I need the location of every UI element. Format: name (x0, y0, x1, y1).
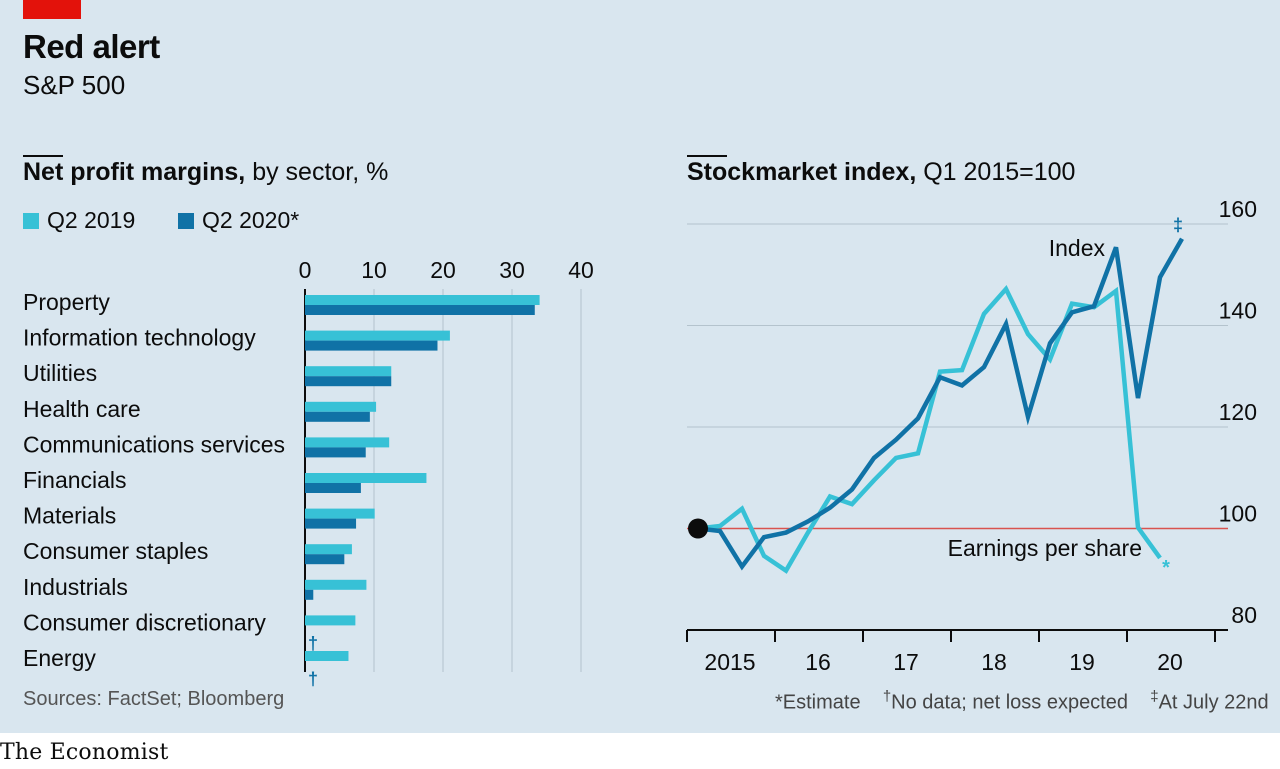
line-y-tick-label: 120 (1219, 399, 1257, 425)
economist-logo: The Economist (0, 740, 169, 765)
bar-q2-2019 (305, 437, 390, 448)
bar-q2-2019 (305, 544, 352, 555)
bar-category-label: Communications services (23, 431, 285, 457)
bar-category-label: Information technology (23, 325, 256, 351)
bar-x-tick-label: 30 (499, 257, 525, 283)
index-series-label: Index (1049, 235, 1106, 261)
right-heading-rest: Q1 2015=100 (916, 158, 1076, 186)
legend-swatch-dark (178, 212, 194, 229)
left-heading-bold: Net profit margins, (23, 158, 246, 186)
note-nodata-mark: † (882, 688, 892, 705)
bar-category-label: Financials (23, 467, 127, 493)
bar-category-label: Energy (23, 645, 96, 671)
chart-panel (0, 0, 1280, 733)
bar-q2-2020 (305, 554, 345, 565)
bar-x-tick-label: 40 (568, 257, 594, 283)
bar-category-label: Property (23, 289, 110, 315)
index-end-marker: ‡ (1173, 215, 1183, 235)
chart-title: Red alert (23, 28, 160, 65)
bar-category-label: Materials (23, 503, 116, 529)
line-x-tick-label: 16 (805, 649, 831, 675)
footnotes: *Estimate †No data; net loss expected ‡A… (775, 688, 1269, 715)
bar-q2-2020 (305, 518, 357, 529)
bar-q2-2020 (305, 340, 438, 351)
left-heading-rule (23, 155, 63, 157)
bar-q2-2019 (305, 401, 377, 412)
bar-q2-2020 (305, 589, 314, 600)
bar-category-label: Consumer discretionary (23, 609, 266, 635)
bar-x-tick-label: 0 (299, 257, 312, 283)
bar-q2-2019 (305, 473, 427, 483)
note-estimate: *Estimate (775, 691, 861, 714)
bar-q2-2019 (305, 508, 375, 519)
line-y-tick-label: 80 (1231, 602, 1257, 628)
bar-q2-2019 (305, 330, 450, 341)
sources-note: Sources: FactSet; Bloomberg (23, 688, 285, 710)
legend-label-q2-2020: Q2 2020* (202, 207, 300, 233)
note-nodata: No data; net loss expected (891, 691, 1128, 714)
right-heading-rule (687, 155, 727, 157)
bar-category-label: Consumer staples (23, 538, 208, 564)
bar-q2-2019 (305, 615, 356, 626)
bar-x-tick-label: 10 (361, 257, 387, 283)
legend-q2-2019: Q2 2019 (23, 207, 135, 234)
bar-x-tick-label: 20 (430, 257, 456, 283)
bar-no-data-marker: † (308, 669, 318, 689)
legend-swatch-light (23, 212, 39, 229)
legend-label-q2-2019: Q2 2019 (47, 207, 136, 233)
earnings-per-share-line (697, 284, 1162, 574)
bar-category-label: Utilities (23, 360, 97, 386)
bar-no-data-marker: † (308, 633, 318, 653)
right-chart-heading: Stockmarket index, Q1 2015=100 (687, 158, 1075, 187)
line-y-tick-label: 100 (1219, 501, 1257, 527)
bar-q2-2020 (305, 305, 535, 315)
chart-subtitle: S&P 500 (23, 70, 126, 100)
bar-q2-2020 (305, 411, 370, 422)
bar-q2-2020 (305, 376, 392, 387)
line-y-tick-label: 140 (1219, 298, 1257, 324)
line-x-tick-label: 2015 (704, 649, 755, 675)
bar-q2-2019 (305, 295, 540, 305)
line-y-tick-label: 160 (1219, 196, 1257, 222)
line-x-tick-label: 17 (893, 649, 919, 675)
legend-q2-2020: Q2 2020* (178, 207, 299, 234)
note-date: At July 22nd (1158, 691, 1269, 714)
line-x-tick-label: 19 (1069, 649, 1095, 675)
index-line (697, 237, 1184, 571)
eps-end-marker: * (1162, 557, 1170, 579)
bar-category-label: Industrials (23, 574, 128, 600)
bar-category-label: Health care (23, 396, 141, 422)
bar-q2-2019 (305, 366, 392, 377)
bar-q2-2019 (305, 579, 367, 590)
line-x-tick-label: 18 (981, 649, 1007, 675)
bar-q2-2020 (305, 483, 361, 493)
eps-series-label: Earnings per share (948, 535, 1142, 561)
right-heading-bold: Stockmarket index, (687, 158, 917, 186)
line-x-tick-label: 20 (1157, 649, 1183, 675)
note-date-mark: ‡ (1150, 688, 1159, 705)
bar-q2-2019 (305, 651, 349, 661)
left-heading-rest: by sector, % (245, 158, 389, 186)
bar-q2-2020 (305, 447, 366, 458)
start-point-marker (688, 518, 708, 539)
left-chart-heading: Net profit margins, by sector, % (23, 158, 388, 187)
charts-svg: 0 10 20 30 40 Property Information technology U… (23, 196, 1257, 689)
red-accent-bar (23, 0, 81, 19)
